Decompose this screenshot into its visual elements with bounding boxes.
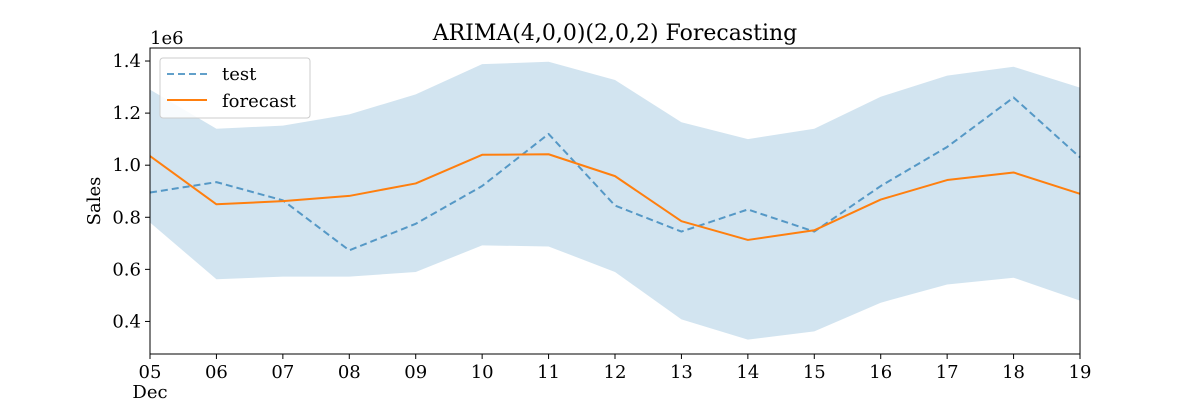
y-tick-label: 0.6: [112, 259, 141, 280]
x-tick-label: 12: [604, 362, 627, 383]
x-tick-label: 19: [1069, 362, 1092, 383]
x-tick-label: 17: [936, 362, 959, 383]
y-tick-label: 1.2: [112, 103, 141, 124]
y-tick-label: 0.4: [112, 311, 141, 332]
legend-box: [159, 57, 311, 119]
x-month-label: Dec: [132, 382, 167, 400]
y-tick-label: 0.8: [112, 207, 141, 228]
series-layer: [149, 96, 1081, 252]
confidence-band-layer: [150, 61, 1080, 340]
x-tick-label: 06: [205, 362, 228, 383]
x-tick-label: 07: [271, 362, 294, 383]
legend-forecast-label: forecast: [222, 91, 297, 112]
y-axis: 0.4 0.6 0.8 1.0 1.2 1.4: [112, 51, 150, 332]
x-tick-label: 16: [869, 362, 892, 383]
x-tick-label: 15: [803, 362, 826, 383]
legend: test forecast: [159, 57, 311, 119]
y-tick-label: 1.0: [112, 155, 141, 176]
x-tick-label: 13: [670, 362, 693, 383]
x-tick-label: 08: [338, 362, 361, 383]
x-tick-label: 14: [736, 362, 759, 383]
x-tick-label: 09: [404, 362, 427, 383]
x-axis: 05 06 07 08 09 10 11 12 13 14 15 16 17 18 19: [139, 354, 1092, 383]
y-axis-label: Sales: [84, 177, 105, 226]
x-tick-label: 10: [471, 362, 494, 383]
x-tick-label: 18: [1002, 362, 1025, 383]
y-tick-label: 1.4: [112, 51, 141, 72]
confidence-band: [150, 61, 1080, 340]
x-tick-label: 05: [139, 362, 162, 383]
series-line-test: [149, 96, 1081, 252]
chart-title: ARIMA(4,0,0)(2,0,2) Forecasting: [432, 21, 798, 46]
y-offset-label: 1e6: [150, 28, 184, 49]
legend-test-label: test: [222, 64, 257, 85]
x-tick-label: 11: [537, 362, 560, 383]
series-line-forecast: [149, 153, 1081, 241]
